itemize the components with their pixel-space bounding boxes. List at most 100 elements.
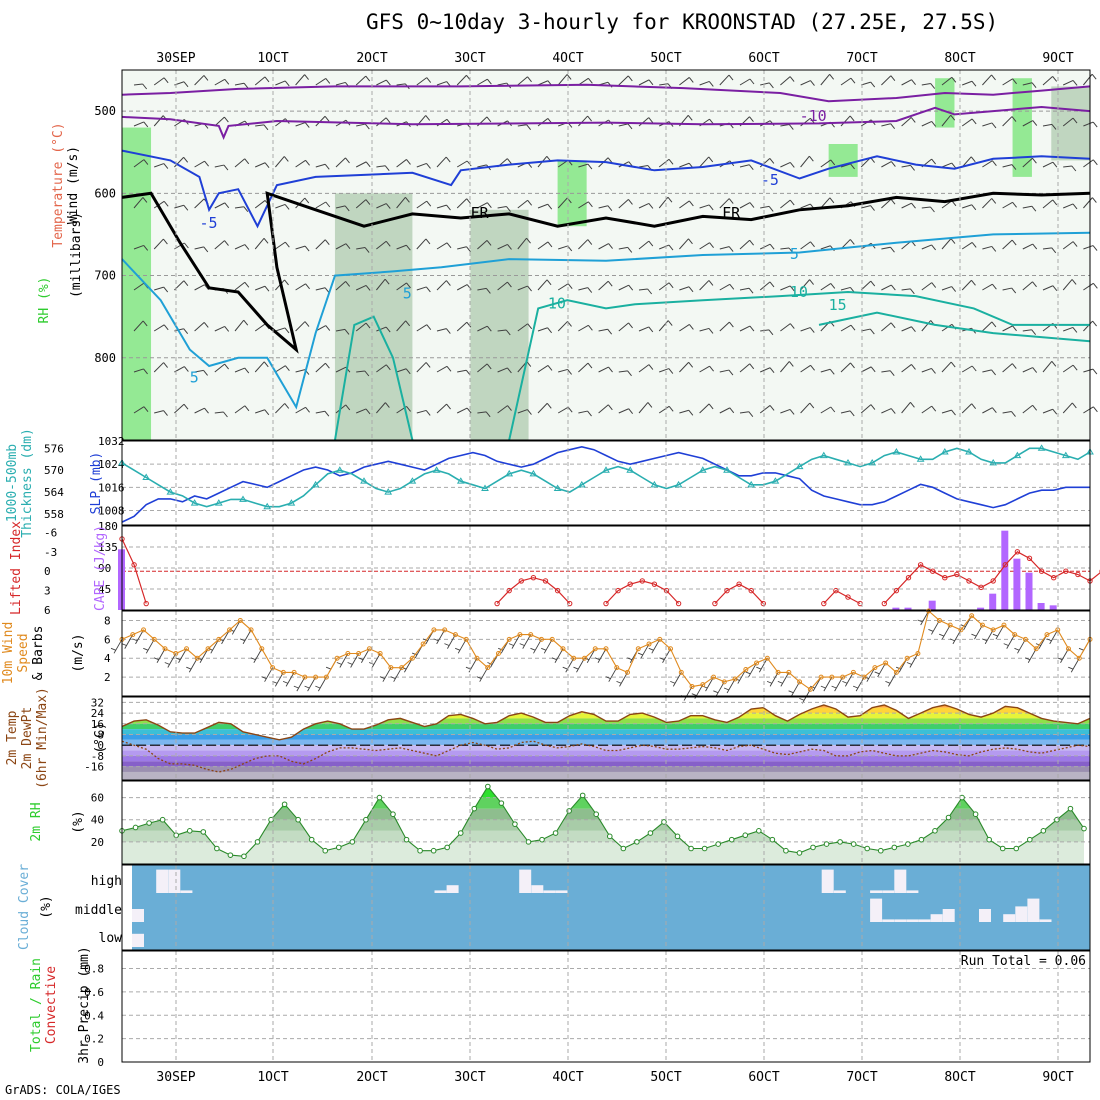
wind-barb <box>679 200 694 209</box>
wind-speed-marker <box>646 641 652 647</box>
rh-marker <box>593 811 600 818</box>
li-marker <box>845 594 851 600</box>
cape-bar <box>977 607 985 610</box>
isotherm-line <box>121 231 1091 410</box>
thickness-tick-label: 576 <box>44 442 64 455</box>
li-tick-label: 3 <box>44 585 51 598</box>
isotherm-line <box>121 83 1091 103</box>
wind-barb <box>961 156 976 168</box>
wind-barb <box>517 409 532 415</box>
wind-barb <box>982 245 997 252</box>
temp-band <box>122 750 1090 756</box>
wind-barb <box>679 361 694 373</box>
wind-barb <box>982 198 997 209</box>
wind-speed-marker <box>625 669 631 675</box>
wind-barb <box>598 205 613 212</box>
wind-barb <box>537 402 552 414</box>
wind-barb <box>335 205 350 212</box>
wind-barb <box>861 81 876 88</box>
rh-marker <box>390 811 396 818</box>
axis-label-line: 1000-500mb <box>5 444 20 522</box>
wind-speed-marker <box>818 674 824 680</box>
wind-barb <box>598 366 613 373</box>
wind-barb <box>885 672 897 687</box>
wind-barb <box>295 122 310 128</box>
panel-frame-rh <box>121 780 1091 865</box>
wind-barb <box>780 361 794 373</box>
li-tick-label: 0 <box>44 565 51 578</box>
wind-barb <box>992 624 1005 640</box>
thickness-marker <box>263 502 272 510</box>
date-label-bottom: 2OCT <box>356 1070 387 1085</box>
wind-barb <box>537 327 553 334</box>
wind-barb <box>194 160 209 168</box>
wind-barb <box>917 610 930 626</box>
wind-speed-marker <box>442 627 448 633</box>
rh-marker <box>159 816 166 823</box>
wind-speed-marker <box>291 669 297 675</box>
wind-barb <box>598 328 613 335</box>
wind-barb <box>1002 363 1017 373</box>
wind-barb <box>497 206 511 212</box>
axis-label-line: 3hr Precip (mm) <box>77 946 92 1063</box>
rh-marker <box>864 845 871 852</box>
wind-speed-marker <box>431 627 437 633</box>
wind-barb <box>1042 285 1058 292</box>
wind-barb <box>658 320 673 332</box>
temp-tick-label: -16 <box>84 761 104 774</box>
wind-speed-marker <box>517 632 523 638</box>
wind-speed-marker <box>829 674 835 680</box>
wind-barb <box>376 79 391 86</box>
wind-barb <box>941 162 957 169</box>
li-marker <box>1014 549 1021 555</box>
wind-barb <box>1083 368 1098 375</box>
thickness-marker <box>698 466 707 473</box>
wind-barb <box>1002 325 1017 332</box>
cloud-bar <box>156 869 169 893</box>
wind-barb <box>874 662 887 678</box>
wind-barb <box>780 285 795 292</box>
wind-barb <box>214 116 229 127</box>
wind-barb <box>557 74 572 86</box>
isotherm-line <box>508 290 1090 441</box>
wind-barb <box>1083 320 1098 332</box>
wind-barb <box>800 155 814 168</box>
wind-barb <box>476 667 489 682</box>
wind-barb <box>436 328 451 334</box>
wind-barb <box>315 201 331 209</box>
rh-marker <box>877 847 884 854</box>
thickness-marker <box>311 480 320 488</box>
temp-band <box>122 771 1090 780</box>
wind-barb <box>921 405 937 414</box>
wind-barb <box>578 410 592 417</box>
wind-speed-marker <box>227 627 233 633</box>
li-marker <box>1063 568 1069 574</box>
wind-barb <box>1063 326 1078 333</box>
rh-marker <box>485 783 491 790</box>
wind-speed-marker <box>807 686 813 692</box>
wind-barb <box>194 284 209 291</box>
wind-barb <box>881 370 895 377</box>
wind-barb <box>820 406 836 414</box>
wind-barb <box>295 283 310 291</box>
date-label-top: 5OCT <box>650 51 681 66</box>
li-marker <box>930 568 936 574</box>
wind-barb <box>1062 79 1078 86</box>
wind-barb <box>901 364 916 373</box>
wind-barb <box>255 162 270 169</box>
axis-label-line: 2m Temp <box>5 710 20 765</box>
wind-speed-marker <box>979 622 985 628</box>
li-marker <box>131 562 137 568</box>
wind-barb <box>497 281 512 291</box>
wind-barb <box>304 676 316 692</box>
wind-barb <box>881 284 896 291</box>
wind-speed-marker <box>162 646 168 652</box>
wind-barb <box>1062 402 1077 414</box>
wind-barb <box>1014 639 1026 654</box>
wind-speed-marker <box>495 651 501 656</box>
wind-speed-marker <box>915 651 921 656</box>
wind-barb <box>477 411 491 418</box>
rh-marker <box>295 816 301 823</box>
rh-marker <box>810 844 816 851</box>
